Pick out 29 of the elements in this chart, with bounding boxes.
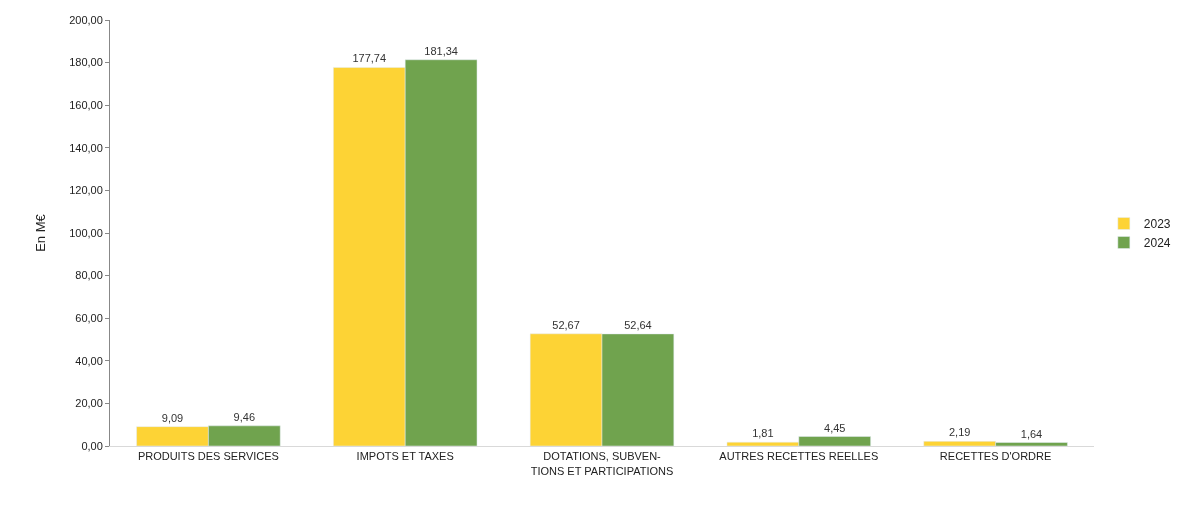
y-tick-label: 120,00: [69, 184, 103, 197]
data-label: 52,67: [552, 318, 580, 331]
y-axis-title: En M€: [33, 213, 49, 252]
y-tick-label: 20,00: [75, 397, 103, 410]
y-tick-label: 80,00: [75, 269, 103, 282]
y-tick-label: 140,00: [69, 141, 103, 154]
x-tick-label: DOTATIONS, SUBVEN- TIONS ET PARTICIPATIONS: [530, 450, 674, 477]
data-label: 9,46: [233, 410, 256, 423]
y-tick-label: 180,00: [69, 56, 103, 69]
y-tick-label: 200,00: [69, 13, 103, 26]
legend-label: 2023: [1143, 217, 1171, 232]
y-tick-label: 100,00: [69, 226, 103, 239]
data-label: 52,64: [624, 318, 652, 331]
y-tick-label: 40,00: [75, 354, 103, 367]
legend-label: 2024: [1143, 236, 1171, 251]
data-label: 4,45: [824, 421, 846, 434]
x-tick-label: IMPOTS ET TAXES: [356, 450, 454, 463]
y-tick-label: 160,00: [69, 99, 103, 112]
x-tick-label: AUTRES RECETTES REELLES: [719, 450, 879, 463]
x-tick-label: PRODUITS DES SERVICES: [137, 450, 279, 463]
data-label: 9,09: [161, 411, 184, 424]
data-label: 2,19: [948, 426, 971, 439]
data-label: 181,34: [424, 44, 458, 57]
y-tick-label: 60,00: [75, 312, 103, 325]
data-label: 1,64: [1020, 427, 1043, 440]
y-tick-label: 0,00: [81, 439, 103, 452]
data-label: 177,74: [352, 52, 387, 65]
x-tick-label: RECETTES D'ORDRE: [939, 450, 1052, 463]
data-label: 1,81: [752, 427, 774, 440]
